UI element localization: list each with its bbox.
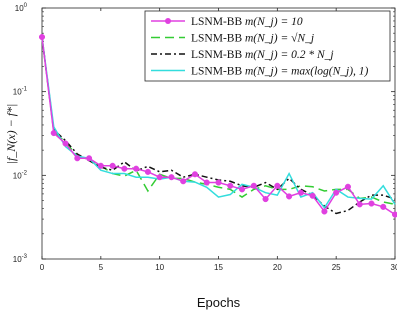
x-tick-label: 15: [214, 263, 223, 272]
legend-box: [144, 10, 391, 82]
data-point: [86, 155, 93, 162]
x-tick-label: 30: [391, 263, 397, 272]
y-axis-label-text: |f_N(x) − f*|: [4, 104, 18, 165]
data-point: [274, 182, 281, 189]
data-point: [391, 211, 397, 218]
data-point: [238, 186, 246, 193]
x-tick-label: 25: [332, 263, 341, 272]
legend-label: LSNM-BB m(N_j) = 0.2 * N_j: [191, 49, 334, 61]
data-point: [309, 192, 316, 199]
data-point: [321, 208, 328, 215]
x-tick-label: 0: [40, 263, 45, 272]
data-point: [344, 183, 351, 190]
data-point: [262, 196, 269, 203]
y-tick-label: 10-3: [13, 254, 28, 264]
y-tick-label: 10-1: [13, 87, 28, 97]
data-point: [156, 174, 163, 181]
data-point: [133, 165, 140, 172]
legend-marker: [165, 18, 171, 24]
data-point: [215, 179, 222, 186]
ticks-group: 0 5 10 15 20 25 30 10-3 10-2 10-1 100: [13, 3, 397, 272]
data-point: [286, 193, 293, 200]
data-point: [356, 201, 363, 208]
data-point: [191, 171, 199, 178]
data-point: [144, 168, 151, 175]
data-point: [333, 189, 340, 196]
data-point: [180, 178, 187, 185]
data-point: [50, 130, 57, 137]
data-point: [74, 155, 81, 162]
data-point: [227, 182, 234, 189]
data-point: [250, 182, 257, 189]
y-tick-label: 10-2: [13, 170, 28, 180]
data-point: [297, 189, 304, 196]
data-point: [380, 203, 387, 210]
data-point: [109, 162, 116, 169]
data-point: [168, 174, 175, 181]
data-point: [62, 140, 69, 147]
data-point: [38, 33, 46, 41]
x-tick-label: 10: [155, 263, 164, 272]
data-point: [97, 162, 104, 169]
legend-label: LSNM-BB m(N_j) = max(log(N_j), 1): [191, 66, 369, 78]
legend-label: LSNM-BB m(N_j) = √N_j: [191, 32, 314, 45]
data-point: [121, 165, 128, 172]
x-tick-label: 5: [99, 263, 104, 272]
legend: LSNM-BB m(N_j) = 10 LSNM-BB m(N_j) = √N_j…: [144, 10, 391, 82]
series-group: [38, 33, 397, 218]
legend-label: LSNM-BB m(N_j) = 10: [191, 16, 303, 28]
data-point: [368, 200, 375, 207]
x-axis-label: Epochs: [197, 295, 241, 310]
data-point: [203, 179, 210, 186]
y-axis-label: |f_N(x) − f*|: [4, 104, 18, 165]
y-tick-label: 100: [15, 3, 28, 13]
series-line: [41, 36, 396, 210]
x-tick-label: 20: [273, 263, 282, 272]
